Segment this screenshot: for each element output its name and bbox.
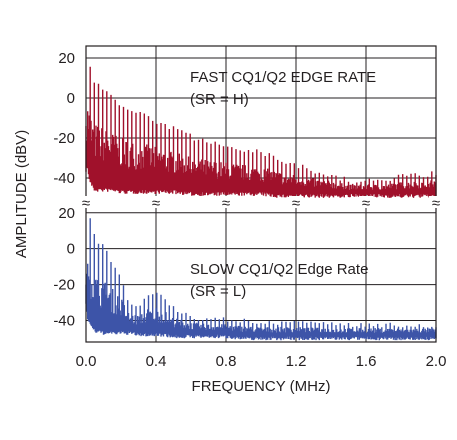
axis-breaks: ≈ ≈ ≈ ≈ ≈ ≈ [79, 195, 443, 212]
tick-labels: 20 0 -20 -40 20 0 -20 -40 0.0 0.4 0.8 1.2 1.6 2.0 [53, 50, 446, 370]
upper-annotation-line2: (SR = H) [190, 91, 249, 108]
plot-frame [85, 45, 437, 343]
y-tick-label: -20 [53, 130, 75, 147]
break-mask [219, 196, 233, 208]
x-tick-label: 0.8 [216, 353, 237, 370]
y-tick-label: 20 [58, 205, 75, 222]
axis-break-symbol: ≈ [362, 195, 370, 212]
x-axis-label: FREQUENCY (MHz) [192, 378, 331, 395]
y-tick-label: -20 [53, 277, 75, 294]
traces [85, 66, 437, 341]
x-tick-label: 1.6 [356, 353, 377, 370]
x-tick-label: 0.0 [76, 353, 97, 370]
y-tick-label: -40 [53, 170, 75, 187]
x-tick-label: 1.2 [286, 353, 307, 370]
plot-border [85, 45, 437, 343]
break-mask [149, 196, 163, 208]
y-tick-label: 0 [67, 241, 75, 258]
y-tick-label: 0 [67, 90, 75, 107]
y-tick-label: 20 [58, 50, 75, 67]
axis-break-symbol: ≈ [222, 195, 230, 212]
axis-break-symbol: ≈ [292, 195, 300, 212]
axis-break-symbol: ≈ [432, 195, 440, 212]
upper-annotation-line1: FAST CQ1/Q2 EDGE RATE [190, 69, 376, 86]
x-tick-label: 0.4 [146, 353, 167, 370]
y-tick-label: -40 [53, 312, 75, 329]
series-trace-slow [85, 218, 437, 341]
axis-break-symbol: ≈ [82, 195, 90, 212]
lower-annotation-line2: (SR = L) [190, 283, 246, 300]
break-mask [289, 196, 303, 208]
break-mask [79, 196, 93, 208]
break-mask [429, 196, 443, 208]
y-axis-label: AMPLITUDE (dBV) [13, 130, 30, 258]
x-tick-label: 2.0 [426, 353, 447, 370]
axis-break-symbol: ≈ [152, 195, 160, 212]
lower-annotation-line1: SLOW CQ1/Q2 Edge Rate [190, 261, 368, 278]
break-mask [359, 196, 373, 208]
